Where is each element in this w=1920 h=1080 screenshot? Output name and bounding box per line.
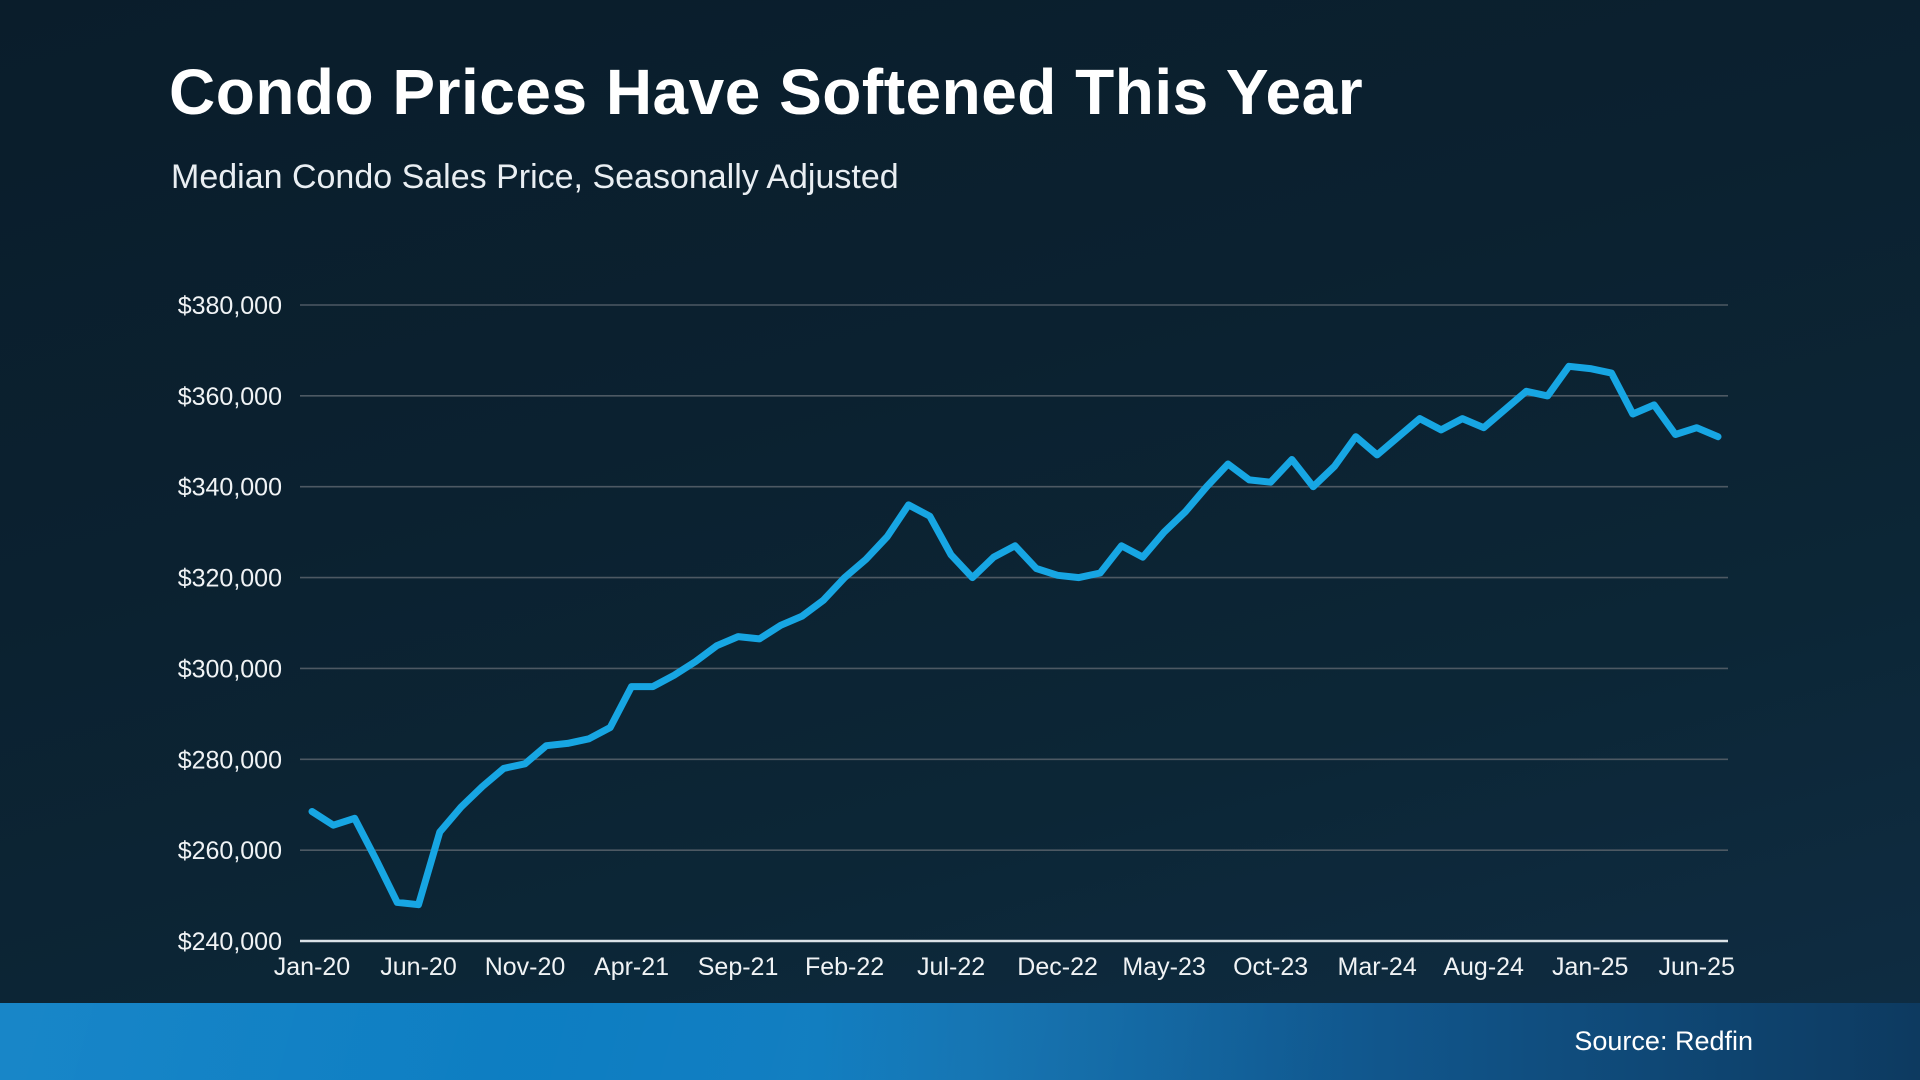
price-line [308,362,1722,909]
footer-bar: Source: Redfin [0,1003,1920,1080]
x-tick-label: Jun-25 [1658,953,1734,981]
y-tick-label: $280,000 [178,746,282,774]
x-tick-label: Mar-24 [1338,953,1417,981]
y-tick-label: $260,000 [178,837,282,865]
x-tick-label: Aug-24 [1443,953,1524,981]
y-tick-label: $240,000 [178,928,282,956]
x-tick-label: Apr-21 [594,953,669,981]
x-tick-label: Dec-22 [1017,953,1098,981]
x-tick-label: Feb-22 [805,953,884,981]
page-title: Condo Prices Have Softened This Year [169,56,1364,128]
page-subtitle: Median Condo Sales Price, Seasonally Adj… [171,158,899,196]
x-tick-label: May-23 [1122,953,1205,981]
y-tick-label: $360,000 [178,383,282,411]
x-tick-label: Sep-21 [698,953,779,981]
y-tick-label: $320,000 [178,565,282,593]
x-tick-label: Jun-20 [380,953,456,981]
source-attribution: Source: Redfin [1574,1026,1753,1056]
x-tick-label: Jan-20 [274,953,350,981]
x-tick-label: Oct-23 [1233,953,1308,981]
y-tick-label: $300,000 [178,655,282,683]
x-tick-label: Jul-22 [917,953,985,981]
x-tick-label: Jan-25 [1552,953,1628,981]
y-tick-label: $380,000 [178,292,282,320]
y-tick-label: $340,000 [178,474,282,502]
x-tick-label: Nov-20 [485,953,566,981]
